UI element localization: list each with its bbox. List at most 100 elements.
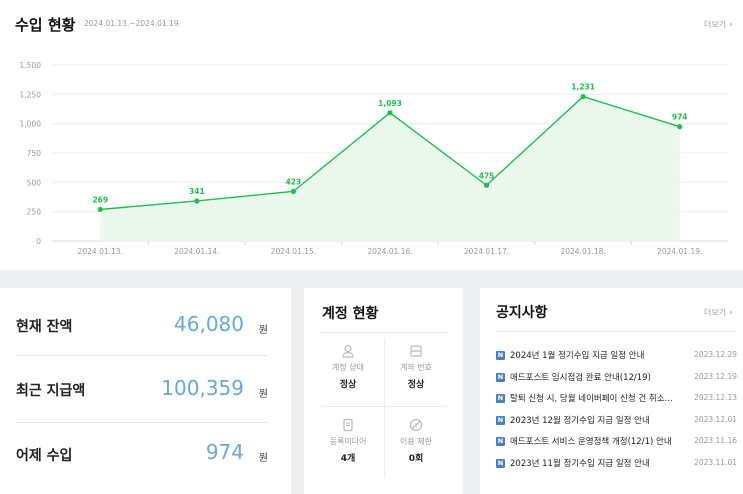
yesterday-income-value: 974	[205, 440, 244, 464]
notice-item[interactable]: N 탈퇴 신청 시, 당월 네이버페이 신청 건 취소... 2023.12.1…	[496, 392, 737, 406]
data-label: 1,231	[571, 83, 595, 92]
income-more-link[interactable]: 더보기 ›	[704, 19, 733, 30]
y-tick-label: 1,250	[20, 90, 42, 99]
data-point	[483, 182, 490, 188]
y-tick-label: 0	[36, 237, 41, 246]
divider	[321, 332, 447, 333]
notice-text[interactable]: 2023년 11월 정기수입 지급 일정 안내	[510, 459, 650, 469]
data-label: 475	[479, 171, 495, 180]
yesterday-income-unit: 원	[258, 453, 268, 464]
account-status-value: 정상	[339, 380, 357, 390]
block-icon	[409, 418, 423, 432]
account-status-label: 계정 상태	[332, 363, 364, 372]
bank-account-value: 정상	[407, 380, 425, 390]
divider	[496, 331, 737, 332]
account-card: 계정 현황 계정 상태 정상 계좌 번호 정상 등록미디어 4개 이용 제한	[304, 288, 463, 494]
y-tick-label: 1,500	[20, 61, 42, 70]
new-badge-icon: N	[496, 351, 505, 360]
data-label: 269	[92, 195, 108, 204]
notice-date: 2023.11.01	[694, 458, 737, 467]
chevron-right-icon: ›	[729, 308, 733, 318]
data-label: 341	[189, 187, 205, 196]
person-icon	[342, 344, 354, 358]
x-tick-label: 2024.01.14.	[174, 247, 219, 256]
notice-item[interactable]: N 2024년 1월 정기수입 지급 일정 안내 2023.12.29	[496, 349, 737, 363]
recent-payment-unit: 원	[258, 389, 268, 400]
notice-date: 2023.12.29	[694, 350, 737, 359]
data-point	[194, 198, 200, 204]
notice-date: 2023.12.19	[694, 372, 737, 381]
divider	[321, 406, 447, 407]
usage-restriction-value: 0회	[408, 454, 424, 464]
notice-text[interactable]: 탈퇴 신청 시, 당월 네이버페이 신청 건 취소...	[510, 394, 673, 404]
notice-title: 공지사항	[496, 305, 548, 321]
data-label: 423	[286, 177, 302, 186]
y-tick-label: 250	[27, 208, 42, 217]
chevron-right-icon: ›	[729, 20, 733, 30]
notice-card: 공지사항 더보기 › N 2024년 1월 정기수입 지급 일정 안내 2023.…	[480, 288, 743, 494]
balance-card: 현재 잔액 46,080 원 최근 지급액 100,359 원 어제 수입 97…	[0, 288, 291, 494]
current-balance-value: 46,080	[174, 312, 244, 336]
notice-text[interactable]: 2024년 1월 정기수입 지급 일정 안내	[510, 351, 645, 361]
document-icon	[343, 418, 353, 432]
balance-row-recent-payment: 최근 지급액 100,359 원	[16, 356, 268, 422]
notice-text[interactable]: 애드포스트 임시점검 완료 안내(12/19)	[510, 373, 651, 383]
divider	[16, 422, 268, 423]
usage-restriction-label: 이용 제한	[400, 437, 432, 446]
x-tick-label: 2024.01.19.	[657, 247, 702, 256]
notice-more-link[interactable]: 더보기 ›	[704, 307, 733, 318]
income-chart: 0 250 500 750 1,000 1,250 1,500 2024.01.13. 2024…	[20, 61, 728, 256]
x-tick-label: 2024.01.18.	[560, 247, 605, 256]
recent-payment-label: 최근 지급액	[16, 383, 86, 399]
data-point	[677, 124, 683, 130]
income-date-range: 2024.01.13.~2024.01.19.	[84, 19, 181, 28]
account-title: 계정 현황	[322, 306, 379, 322]
data-label: 1,093	[378, 99, 402, 108]
income-panel: 수입 현황 2024.01.13.~2024.01.19. 더보기 › 0 250 5…	[0, 0, 743, 270]
data-label: 974	[672, 113, 688, 122]
new-badge-icon: N	[496, 459, 505, 468]
x-tick-label: 2024.01.13.	[78, 247, 123, 256]
new-badge-icon: N	[496, 416, 505, 425]
notice-item[interactable]: N 2023년 12월 정기수입 지급 일정 안내 2023.12.01	[496, 414, 737, 428]
x-tick-label: 2024.01.16.	[367, 247, 412, 256]
registered-media-cell: 등록미디어 4개	[316, 418, 380, 464]
notice-item[interactable]: N 2023년 11월 정기수입 지급 일정 안내 2023.11.01	[496, 457, 737, 471]
income-title: 수입 현황	[15, 16, 76, 34]
notice-item[interactable]: N 애드포스트 임시점검 완료 안내(12/19) 2023.12.19	[496, 371, 737, 385]
data-point	[580, 93, 586, 100]
registered-media-label: 등록미디어	[329, 437, 367, 446]
bank-account-label: 계좌 번호	[400, 363, 432, 372]
y-tick-label: 750	[27, 149, 42, 158]
yesterday-income-label: 어제 수입	[16, 448, 73, 464]
x-tick-label: 2024.01.15.	[271, 247, 316, 256]
current-balance-label: 현재 잔액	[16, 319, 73, 335]
balance-row-current: 현재 잔액 46,080 원	[16, 288, 268, 354]
income-more-label: 더보기	[704, 20, 727, 29]
notice-date: 2023.11.16	[694, 436, 737, 445]
notice-text[interactable]: 2023년 12월 정기수입 지급 일정 안내	[510, 416, 650, 426]
new-badge-icon: N	[496, 373, 505, 382]
area-fill	[100, 96, 680, 241]
usage-restriction-cell: 이용 제한 0회	[384, 418, 448, 464]
account-status-cell: 계정 상태 정상	[316, 344, 380, 390]
notice-text[interactable]: 애드포스트 서비스 운영정책 개정(12/1) 안내	[510, 437, 672, 447]
y-tick-label: 1,000	[20, 120, 42, 129]
divider	[16, 355, 268, 356]
recent-payment-value: 100,359	[161, 376, 244, 400]
notice-date: 2023.12.01	[694, 415, 737, 424]
notice-date: 2023.12.13	[694, 393, 737, 402]
data-point	[97, 206, 103, 213]
new-badge-icon: N	[496, 394, 505, 403]
notice-more-label: 더보기	[704, 308, 727, 317]
y-tick-label: 500	[27, 178, 42, 187]
notice-item[interactable]: N 애드포스트 서비스 운영정책 개정(12/1) 안내 2023.11.16	[496, 435, 737, 449]
x-tick-label: 2024.01.17.	[464, 247, 509, 256]
bank-icon	[410, 345, 422, 357]
data-point	[290, 188, 297, 194]
registered-media-value: 4개	[340, 454, 356, 464]
new-badge-icon: N	[496, 437, 505, 446]
balance-row-yesterday: 어제 수입 974 원	[16, 423, 268, 489]
current-balance-unit: 원	[258, 325, 268, 336]
bank-account-cell: 계좌 번호 정상	[384, 344, 448, 390]
